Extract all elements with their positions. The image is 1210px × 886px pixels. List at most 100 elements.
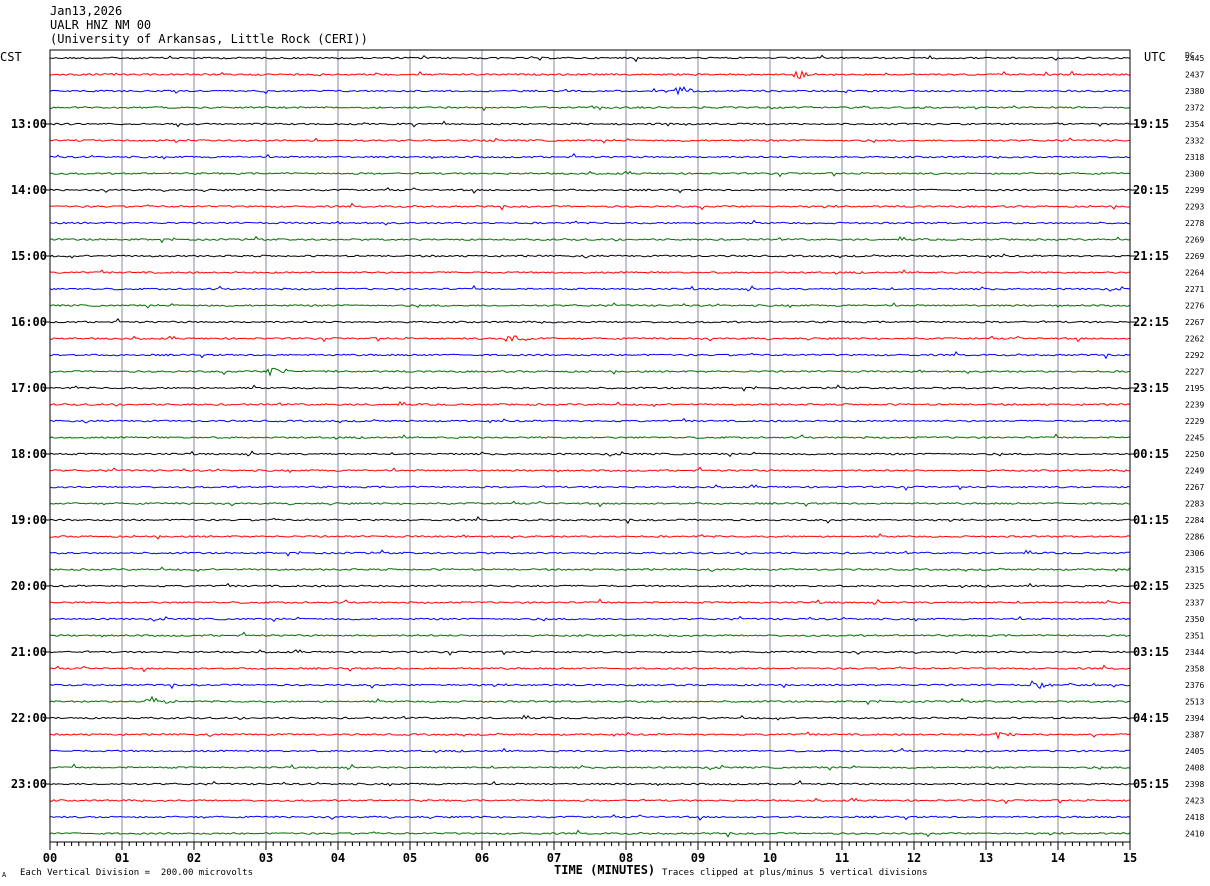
left-hour-label: 16:00 bbox=[11, 315, 47, 329]
dc-offset-label: 2299 bbox=[1185, 186, 1204, 195]
seismic-trace bbox=[49, 367, 1131, 377]
seismic-trace bbox=[49, 269, 1131, 275]
seismic-trace bbox=[50, 54, 1131, 63]
dc-offset-label: 2423 bbox=[1185, 797, 1204, 806]
dc-offset-label: 2227 bbox=[1185, 368, 1204, 377]
seismic-trace bbox=[49, 351, 1131, 360]
seismic-trace bbox=[49, 814, 1131, 821]
seismic-trace bbox=[49, 664, 1131, 673]
seismic-trace bbox=[49, 566, 1131, 573]
right-timezone-label: UTC bbox=[1144, 50, 1166, 64]
dc-offset-label: 2269 bbox=[1185, 236, 1204, 245]
corner-mark: A bbox=[2, 871, 7, 879]
dc-offset-label: 2318 bbox=[1185, 153, 1204, 162]
left-timezone-label: CST bbox=[0, 50, 22, 64]
seismic-trace bbox=[49, 714, 1130, 721]
x-tick-label: 01 bbox=[115, 851, 129, 865]
x-tick-label: 09 bbox=[691, 851, 705, 865]
dc-offset-label: 2337 bbox=[1185, 599, 1204, 608]
left-hour-labels: 13:00 14:00 15:00 16:00 17:00 18:00 19:00 20:00… bbox=[11, 117, 50, 791]
seismic-trace bbox=[49, 384, 1131, 392]
seismic-trace bbox=[49, 695, 1131, 706]
seismic-trace bbox=[49, 284, 1131, 292]
seismic-trace bbox=[49, 763, 1131, 771]
dc-offset-label: 2332 bbox=[1185, 137, 1204, 146]
clip-note: Traces clipped at plus/minus 5 vertical … bbox=[662, 868, 928, 878]
seismic-trace bbox=[49, 631, 1131, 638]
dc-offset-label: 2286 bbox=[1185, 533, 1204, 542]
seismic-trace bbox=[49, 417, 1131, 424]
trace-group bbox=[49, 54, 1131, 838]
dc-offset-label: 2376 bbox=[1185, 681, 1204, 690]
right-hour-label: 22:15 bbox=[1133, 315, 1169, 329]
seismic-trace bbox=[49, 152, 1131, 160]
seismic-trace bbox=[49, 779, 1131, 787]
seismic-trace bbox=[49, 484, 1131, 491]
left-hour-label: 23:00 bbox=[11, 777, 47, 791]
seismic-trace bbox=[49, 335, 1131, 343]
left-hour-label: 21:00 bbox=[11, 645, 47, 659]
x-tick-label: 15 bbox=[1123, 851, 1137, 865]
seismic-trace bbox=[50, 105, 1131, 112]
left-hour-label: 15:00 bbox=[11, 249, 47, 263]
seismic-trace bbox=[49, 649, 1131, 656]
dc-offset-label: 2300 bbox=[1185, 170, 1204, 179]
seismic-trace bbox=[49, 202, 1131, 211]
right-hour-label: 21:15 bbox=[1133, 249, 1169, 263]
seismic-trace bbox=[49, 219, 1130, 226]
left-hour-label: 22:00 bbox=[11, 711, 47, 725]
dc-offset-label: 2387 bbox=[1185, 731, 1204, 740]
seismic-trace bbox=[49, 137, 1131, 144]
left-hour-label: 13:00 bbox=[11, 117, 47, 131]
date-label: Jan13,2026 bbox=[50, 4, 123, 18]
seismic-trace bbox=[49, 797, 1131, 805]
seismic-trace bbox=[49, 731, 1131, 740]
dc-offset-label: 2264 bbox=[1185, 269, 1204, 278]
right-hour-label: 23:15 bbox=[1133, 381, 1169, 395]
x-tick-label: 07 bbox=[547, 851, 561, 865]
dc-offset-label: 2445 bbox=[1185, 54, 1204, 63]
dc-offset-label: 2410 bbox=[1185, 830, 1204, 839]
seismic-trace bbox=[49, 582, 1131, 589]
seismic-trace bbox=[49, 450, 1131, 458]
institution-label: (University of Arkansas, Little Rock (CE… bbox=[50, 32, 368, 46]
seismic-trace bbox=[49, 516, 1131, 525]
dc-offset-label: 2293 bbox=[1185, 203, 1204, 212]
dc-offset-label: 2239 bbox=[1185, 401, 1204, 410]
dc-offset-label: 2354 bbox=[1185, 120, 1204, 129]
right-hour-labels: 19:15 20:15 21:15 22:15 23:15 00:15 01:15 02:15… bbox=[1130, 117, 1169, 791]
chart-header: Jan13,2026 UALR HNZ NM 00 (University of… bbox=[50, 4, 368, 46]
dc-offset-label: 2350 bbox=[1185, 615, 1204, 624]
seismic-trace bbox=[49, 615, 1131, 623]
left-hour-label: 14:00 bbox=[11, 183, 47, 197]
seismic-trace bbox=[49, 187, 1131, 194]
dc-offset-label: 2418 bbox=[1185, 813, 1204, 822]
x-tick-label: 04 bbox=[331, 851, 345, 865]
x-tick-label: 14 bbox=[1051, 851, 1065, 865]
dc-offset-label: 2267 bbox=[1185, 318, 1204, 327]
seismic-trace bbox=[49, 433, 1131, 440]
seismic-trace bbox=[49, 400, 1131, 408]
dc-offset-label: 2437 bbox=[1185, 71, 1204, 80]
dc-offset-label: 2195 bbox=[1185, 384, 1204, 393]
dc-offset-label: 2315 bbox=[1185, 566, 1204, 575]
dc-offset-label: 2394 bbox=[1185, 714, 1204, 723]
dc-offset-label: 2344 bbox=[1185, 648, 1204, 657]
x-tick-label: 02 bbox=[187, 851, 201, 865]
dc-header-label: DC bbox=[1185, 51, 1195, 60]
left-hour-label: 20:00 bbox=[11, 579, 47, 593]
dc-offset-label: 2269 bbox=[1185, 252, 1204, 261]
seismic-trace bbox=[49, 69, 1131, 80]
dc-offset-label: 2245 bbox=[1185, 434, 1204, 443]
seismic-trace bbox=[49, 86, 1131, 96]
right-hour-label: 00:15 bbox=[1133, 447, 1169, 461]
station-label: UALR HNZ NM 00 bbox=[50, 18, 152, 32]
x-tick-label: 12 bbox=[907, 851, 921, 865]
dc-offset-label: 2271 bbox=[1185, 285, 1204, 294]
right-hour-label: 05:15 bbox=[1133, 777, 1169, 791]
right-hour-label: 04:15 bbox=[1133, 711, 1169, 725]
dc-offset-label: 2513 bbox=[1185, 698, 1204, 707]
x-axis-ticks: 00 01 02 03 04 05 06 07 08 09 10 11 12 13 14 15 bbox=[43, 842, 1137, 865]
seismic-trace bbox=[49, 829, 1131, 838]
seismic-trace bbox=[49, 747, 1131, 754]
